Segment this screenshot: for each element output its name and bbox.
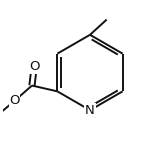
Text: O: O [29, 60, 39, 73]
Text: N: N [85, 104, 95, 117]
Text: O: O [9, 94, 20, 107]
